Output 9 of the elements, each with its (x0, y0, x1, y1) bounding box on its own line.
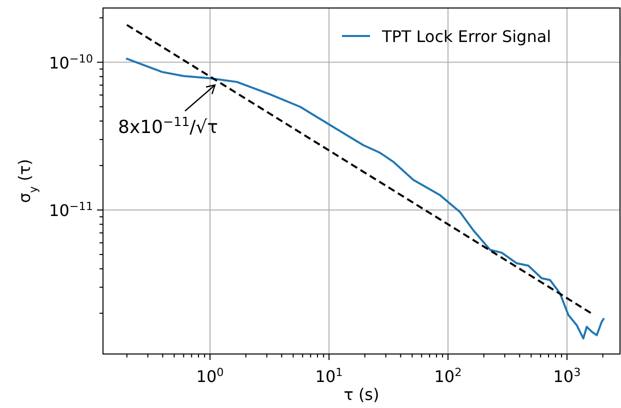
x-tick-label: 10$^{1}$ (315, 366, 343, 386)
y-tick-label: 10$^{−10}$ (49, 52, 93, 72)
y-tick-label: 10$^{−11}$ (49, 200, 93, 220)
annotation: 8x10$^{−11}$/√τ (118, 114, 218, 138)
x-tick-label: 10$^{2}$ (434, 366, 462, 386)
x-tick-label: 10$^{0}$ (196, 366, 224, 386)
x-axis-title: τ (s) (344, 385, 380, 404)
legend-label: TPT Lock Error Signal (381, 27, 552, 46)
x-tick-label: 10$^{3}$ (553, 366, 581, 386)
